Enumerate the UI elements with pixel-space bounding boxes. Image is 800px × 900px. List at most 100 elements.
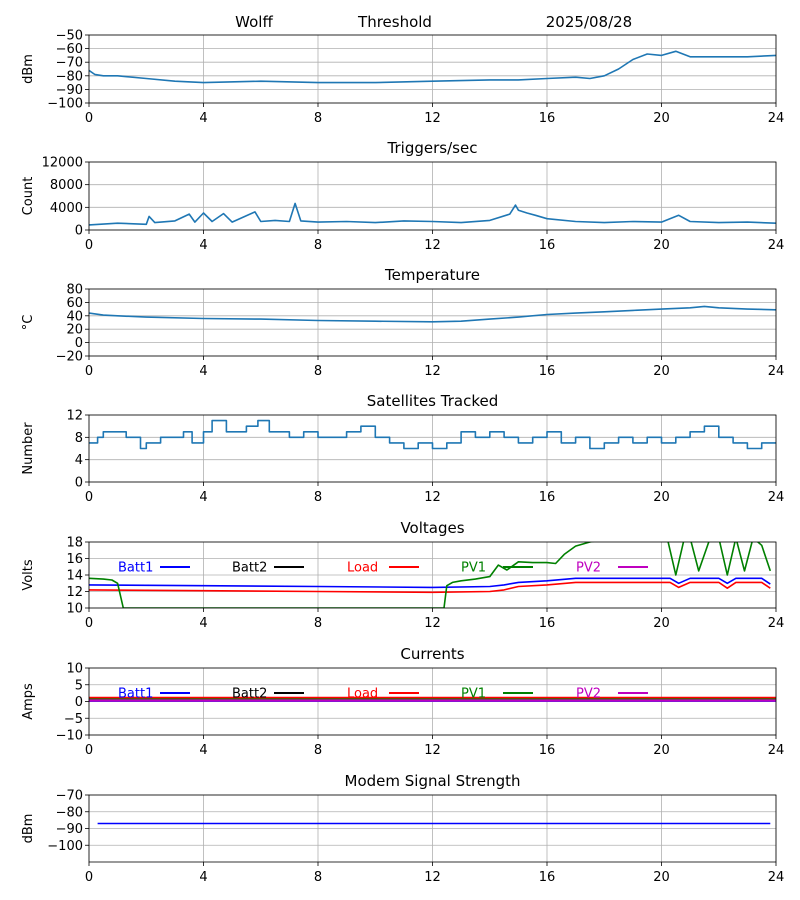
y-tick-label: 8 [75, 431, 83, 446]
legend-label: Batt2 [232, 561, 267, 576]
y-tick-label: 10 [66, 662, 83, 677]
header-date: 2025/08/28 [546, 13, 632, 31]
chart-title: Temperature [384, 266, 480, 284]
panel-triggers: 0 4 8 12 16 20 24 0 4000 8000 12000 Triggers/sec Cou… [21, 139, 784, 253]
y-tick-label: 20 [66, 323, 83, 338]
y-tick-label: 14 [66, 569, 83, 584]
x-tick-label: 4 [199, 490, 207, 505]
chart-title: Triggers/sec [387, 139, 478, 157]
y-tick-label: −10 [56, 729, 83, 744]
x-tick-label: 4 [199, 616, 207, 631]
x-tick-label: 4 [199, 238, 207, 253]
legend-label: Load [347, 561, 378, 576]
legend-label: PV2 [576, 561, 601, 576]
y-axis-label: Number [21, 422, 36, 475]
x-tick-label: 12 [424, 870, 441, 885]
x-tick-label: 0 [85, 238, 93, 253]
legend-label: PV1 [461, 687, 486, 702]
legend-label: PV2 [576, 687, 601, 702]
y-tick-label: 18 [66, 536, 83, 551]
y-tick-label: −80 [56, 805, 83, 820]
y-tick-label: 4 [75, 453, 83, 468]
legend-label: PV1 [461, 561, 486, 576]
series-line-pv1 [89, 542, 772, 608]
x-tick-label: 16 [539, 238, 556, 253]
y-tick-label: 12 [66, 585, 83, 600]
y-tick-label: 10 [66, 602, 83, 617]
y-tick-label: 16 [66, 552, 83, 567]
y-tick-label: −5 [64, 712, 83, 727]
x-tick-label: 4 [199, 364, 207, 379]
x-tick-label: 0 [85, 870, 93, 885]
x-tick-label: 0 [85, 616, 93, 631]
y-tick-label: 5 [75, 678, 83, 693]
x-tick-label: 4 [199, 111, 207, 126]
y-tick-label: 80 [66, 283, 83, 298]
chart-title: Voltages [400, 519, 464, 537]
x-tick-label: 16 [539, 870, 556, 885]
x-tick-label: 12 [424, 238, 441, 253]
panel-modem: 0 4 8 12 16 20 24 −100 −90 −80−70 Modem Signal Str… [21, 772, 784, 885]
y-tick-label: 0 [75, 224, 83, 239]
y-axis-label: Count [21, 177, 36, 216]
x-tick-label: 16 [539, 490, 556, 505]
x-tick-label: 0 [85, 111, 93, 126]
x-tick-label: 24 [768, 870, 785, 885]
legend-label: Batt1 [118, 561, 153, 576]
y-tick-label: 0 [75, 336, 83, 351]
series-line-s0 [89, 202, 776, 226]
x-tick-label: 24 [768, 616, 785, 631]
series-line-s0 [89, 305, 776, 323]
x-tick-label: 24 [768, 238, 785, 253]
y-tick-label: −60 [56, 42, 83, 57]
x-tick-label: 20 [653, 364, 670, 379]
x-tick-label: 20 [653, 870, 670, 885]
x-tick-label: 0 [85, 364, 93, 379]
y-axis-label: dBm [21, 814, 36, 844]
y-tick-label: −100 [47, 839, 83, 854]
series-line-load [89, 581, 771, 594]
y-axis-label: °C [21, 315, 36, 331]
x-tick-label: 24 [768, 364, 785, 379]
chart-title: Satellites Tracked [367, 392, 498, 410]
series-line-batt1 [89, 577, 771, 589]
x-tick-label: 8 [314, 870, 322, 885]
x-tick-label: 24 [768, 743, 785, 758]
y-tick-label: 0 [75, 695, 83, 710]
y-tick-label: −50 [56, 29, 83, 44]
x-tick-label: 8 [314, 364, 322, 379]
legend-label: Load [347, 687, 378, 702]
x-tick-label: 8 [314, 743, 322, 758]
x-tick-label: 12 [424, 364, 441, 379]
x-tick-label: 12 [424, 616, 441, 631]
x-tick-label: 12 [424, 111, 441, 126]
series-line-s0 [89, 419, 776, 450]
x-tick-label: 20 [653, 111, 670, 126]
series-line-s0 [89, 50, 776, 84]
chart-title: Currents [400, 645, 464, 663]
x-tick-label: 12 [424, 743, 441, 758]
y-tick-label: −100 [47, 97, 83, 112]
y-tick-label: 40 [66, 309, 83, 324]
y-axis-label: dBm [21, 54, 36, 84]
x-tick-label: 16 [539, 616, 556, 631]
x-tick-label: 12 [424, 490, 441, 505]
x-tick-label: 0 [85, 490, 93, 505]
x-tick-label: 24 [768, 490, 785, 505]
x-tick-label: 16 [539, 111, 556, 126]
y-tick-label: 12000 [42, 156, 83, 171]
y-tick-label: 0 [75, 476, 83, 491]
x-tick-label: 8 [314, 238, 322, 253]
x-tick-label: 24 [768, 111, 785, 126]
y-tick-label: −90 [56, 83, 83, 98]
y-tick-label: −70 [56, 789, 83, 804]
x-tick-label: 8 [314, 490, 322, 505]
y-axis-label: Volts [21, 559, 36, 591]
x-tick-label: 20 [653, 743, 670, 758]
y-tick-label: −90 [56, 822, 83, 837]
y-tick-label: −70 [56, 56, 83, 71]
header-mode: Threshold [357, 13, 432, 31]
